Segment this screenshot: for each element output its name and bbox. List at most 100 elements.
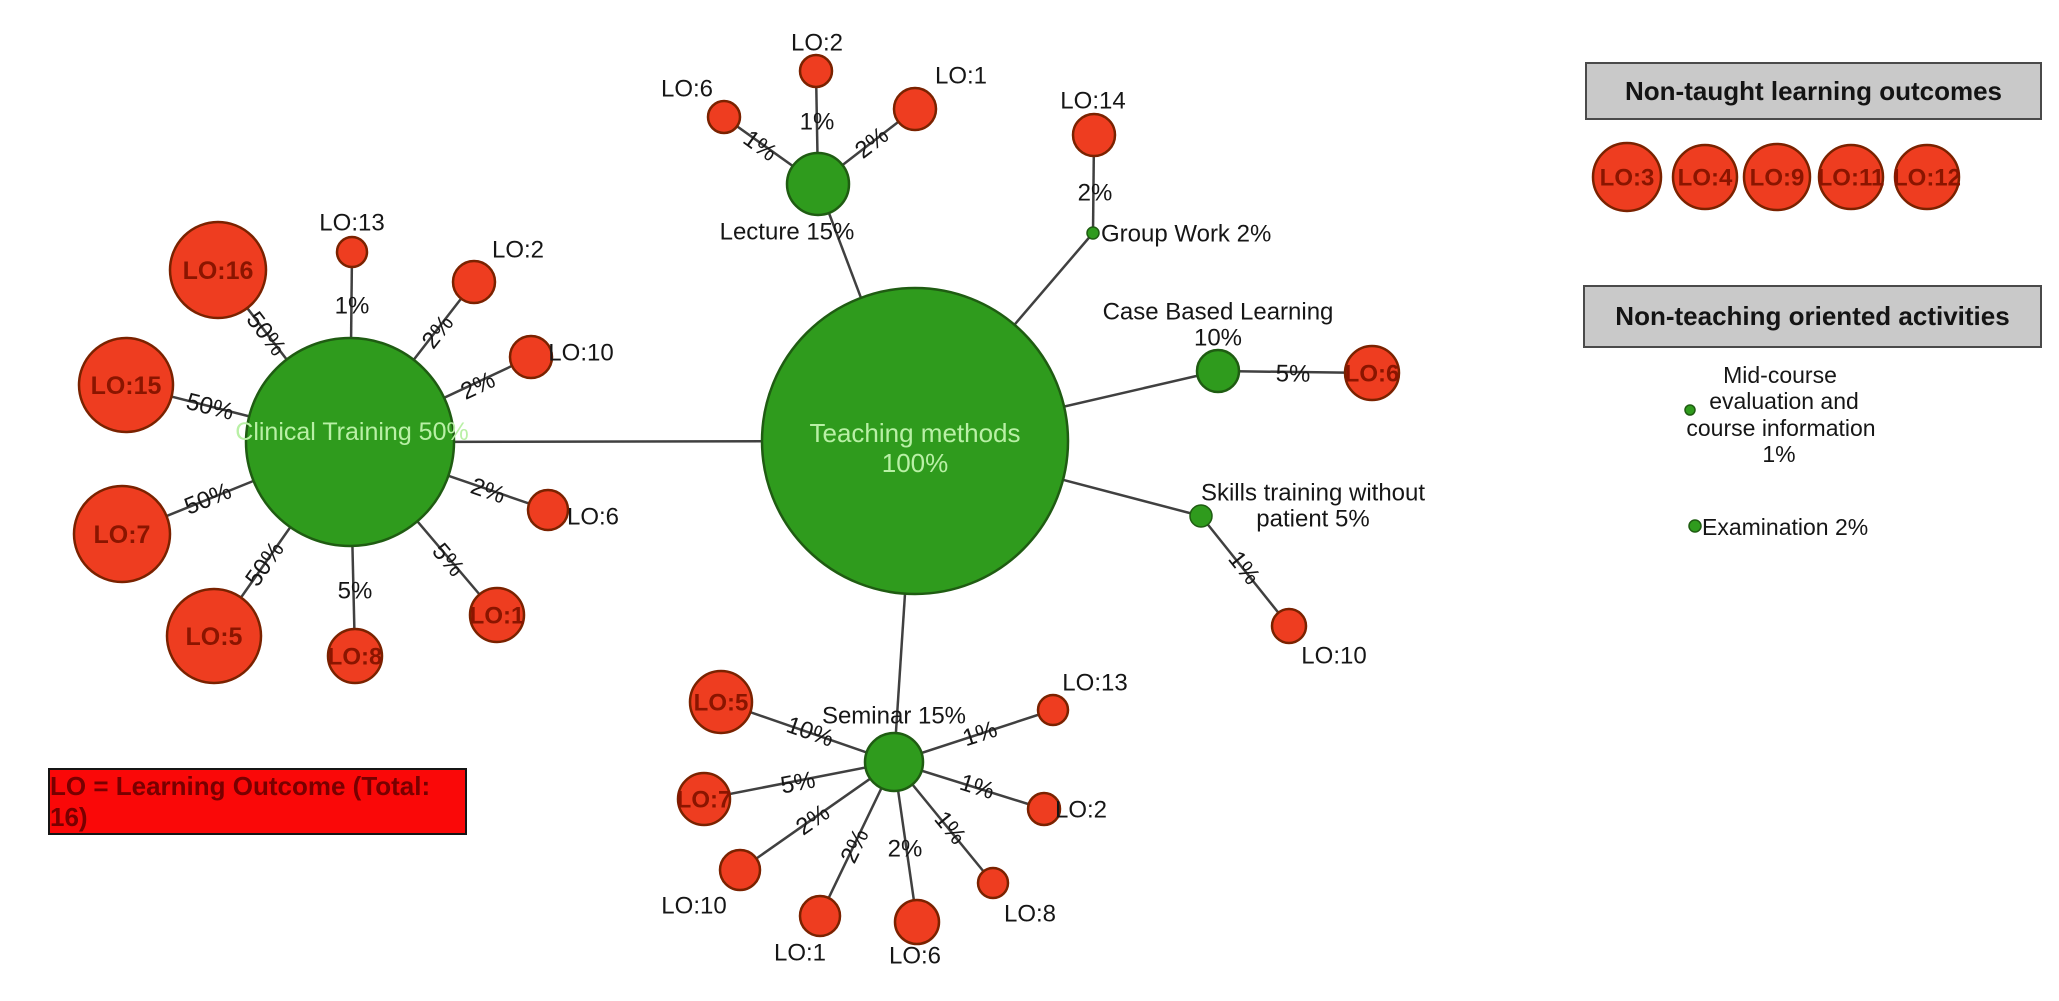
label-seminar: Seminar 15% xyxy=(822,703,966,730)
label-cl_lo7: LO:7 xyxy=(94,521,151,549)
node-midcourse_dot xyxy=(1684,404,1696,416)
node-se_lo1 xyxy=(798,894,842,938)
node-cl_lo2 xyxy=(451,259,497,305)
label-leg_lo3: LO:3 xyxy=(1600,165,1655,192)
lo-abbreviation-note: LO = Learning Outcome (Total: 16) xyxy=(50,770,431,832)
label-l_lo6: LO:6 xyxy=(661,76,713,103)
label-cl_lo15: LO:15 xyxy=(91,372,162,400)
label-teaching-1: 100% xyxy=(882,448,949,478)
edge-skills-s_lo10 xyxy=(1200,515,1290,627)
label-cl_lo1: LO:1 xyxy=(470,603,525,630)
node-cl_lo7 xyxy=(72,484,172,584)
label-se_lo1: LO:1 xyxy=(774,940,826,967)
edge-label-seminar-se_lo7: 5% xyxy=(778,766,817,799)
edge-label-groupwork-g_lo14: 2% xyxy=(1078,180,1113,207)
node-cbl xyxy=(1195,348,1241,394)
label-teaching: Teaching methods xyxy=(809,418,1020,448)
non-teaching-legend-title: Non-teaching oriented activities xyxy=(1615,301,2010,331)
label-se_lo6: LO:6 xyxy=(889,943,941,970)
label-cl_lo16: LO:16 xyxy=(183,257,254,285)
label-leg_lo11: LO:11 xyxy=(1818,165,1885,192)
label-leg_lo9: LO:9 xyxy=(1750,165,1805,192)
node-cl_lo16 xyxy=(168,220,268,320)
edge-label-clinical-cl_lo7: 50% xyxy=(181,477,236,520)
label-se_lo7: LO:7 xyxy=(677,787,732,814)
node-se_lo5 xyxy=(688,669,754,735)
edge-seminar-se_lo10 xyxy=(739,760,895,872)
edge-label-clinical-cl_lo5: 50% xyxy=(240,537,290,592)
node-lecture xyxy=(785,151,851,217)
label-l_lo1: LO:1 xyxy=(935,63,987,90)
label-cl_lo10: LO:10 xyxy=(548,340,613,367)
label-cbl-1: 10% xyxy=(1194,325,1242,352)
node-cl_lo1 xyxy=(468,586,526,644)
label-midcourse_dot-2: course information xyxy=(1686,415,1875,441)
label-cbl: Case Based Learning xyxy=(1103,299,1334,326)
label-midcourse_dot-3: 1% xyxy=(1762,441,1795,467)
edge-label-clinical-cl_lo13: 1% xyxy=(335,293,370,320)
label-g_lo14: LO:14 xyxy=(1060,88,1125,115)
node-se_lo2 xyxy=(1026,791,1062,827)
edge-label-clinical-cl_lo10: 2% xyxy=(457,366,500,405)
label-se_lo5: LO:5 xyxy=(694,690,749,717)
node-clinical xyxy=(244,336,456,548)
lo-abbreviation-note-box: LO = Learning Outcome (Total: 16) xyxy=(48,768,467,835)
non-teaching-legend-box: Non-teaching oriented activities xyxy=(1583,285,2042,348)
node-cl_lo5 xyxy=(165,587,263,685)
node-g_lo14 xyxy=(1071,112,1117,158)
node-l_lo1 xyxy=(892,86,938,132)
node-cl_lo8 xyxy=(326,627,384,685)
label-skills-1: patient 5% xyxy=(1256,506,1369,533)
label-leg_lo4: LO:4 xyxy=(1678,165,1733,192)
label-midcourse_dot: Mid-course xyxy=(1723,362,1837,388)
label-se_lo2: LO:2 xyxy=(1055,797,1107,824)
label-s_lo10: LO:10 xyxy=(1301,643,1366,670)
label-se_lo10: LO:10 xyxy=(661,893,726,920)
label-groupwork: Group Work 2% xyxy=(1101,221,1271,248)
label-cl_lo13: LO:13 xyxy=(319,210,384,237)
label-exam_dot: Examination 2% xyxy=(1702,514,1868,540)
node-se_lo6 xyxy=(893,898,941,946)
node-leg_lo12 xyxy=(1893,143,1961,211)
edge-label-cbl-c_lo6: 5% xyxy=(1275,360,1310,387)
edge-label-clinical-cl_lo16: 50% xyxy=(241,307,292,362)
edge-label-seminar-se_lo2: 1% xyxy=(956,769,997,805)
edge-label-lecture-l_lo2: 1% xyxy=(800,109,835,136)
node-seminar xyxy=(863,731,925,793)
label-l_lo2: LO:2 xyxy=(791,30,843,57)
node-exam_dot xyxy=(1688,519,1702,533)
node-s_lo10 xyxy=(1270,607,1308,645)
edge-label-seminar-se_lo6: 2% xyxy=(888,836,923,863)
edge-label-clinical-cl_lo15: 50% xyxy=(183,388,236,426)
node-cl_lo15 xyxy=(77,336,175,434)
label-cl_lo5: LO:5 xyxy=(186,623,243,651)
edge-label-seminar-se_lo10: 2% xyxy=(791,799,835,841)
edge-label-clinical-cl_lo6: 2% xyxy=(467,473,509,510)
label-se_lo8: LO:8 xyxy=(1004,901,1056,928)
label-cl_lo8: LO:8 xyxy=(328,644,383,671)
node-leg_lo9 xyxy=(1742,142,1812,212)
node-l_lo6 xyxy=(706,99,742,135)
label-skills: Skills training without xyxy=(1201,480,1425,507)
node-se_lo8 xyxy=(976,866,1010,900)
node-leg_lo11 xyxy=(1817,143,1885,211)
node-cl_lo13 xyxy=(335,235,369,269)
non-taught-legend-box: Non-taught learning outcomes xyxy=(1585,62,2042,120)
node-leg_lo4 xyxy=(1671,143,1739,211)
label-cl_lo2: LO:2 xyxy=(492,237,544,264)
node-se_lo10 xyxy=(718,848,762,892)
node-cl_lo6 xyxy=(526,488,570,532)
label-lecture: Lecture 15% xyxy=(720,219,855,246)
edge-label-clinical-cl_lo8: 5% xyxy=(338,578,373,605)
label-midcourse_dot-1: evaluation and xyxy=(1709,388,1859,414)
label-se_lo13: LO:13 xyxy=(1062,670,1127,697)
node-teaching xyxy=(760,286,1070,596)
edge-label-lecture-l_lo1: 2% xyxy=(850,122,894,165)
node-l_lo2 xyxy=(798,53,834,89)
node-c_lo6 xyxy=(1343,344,1401,402)
label-cl_lo6: LO:6 xyxy=(567,504,619,531)
node-se_lo7 xyxy=(676,771,732,827)
edge-seminar-se_lo7 xyxy=(703,760,895,801)
node-skills xyxy=(1189,504,1213,528)
